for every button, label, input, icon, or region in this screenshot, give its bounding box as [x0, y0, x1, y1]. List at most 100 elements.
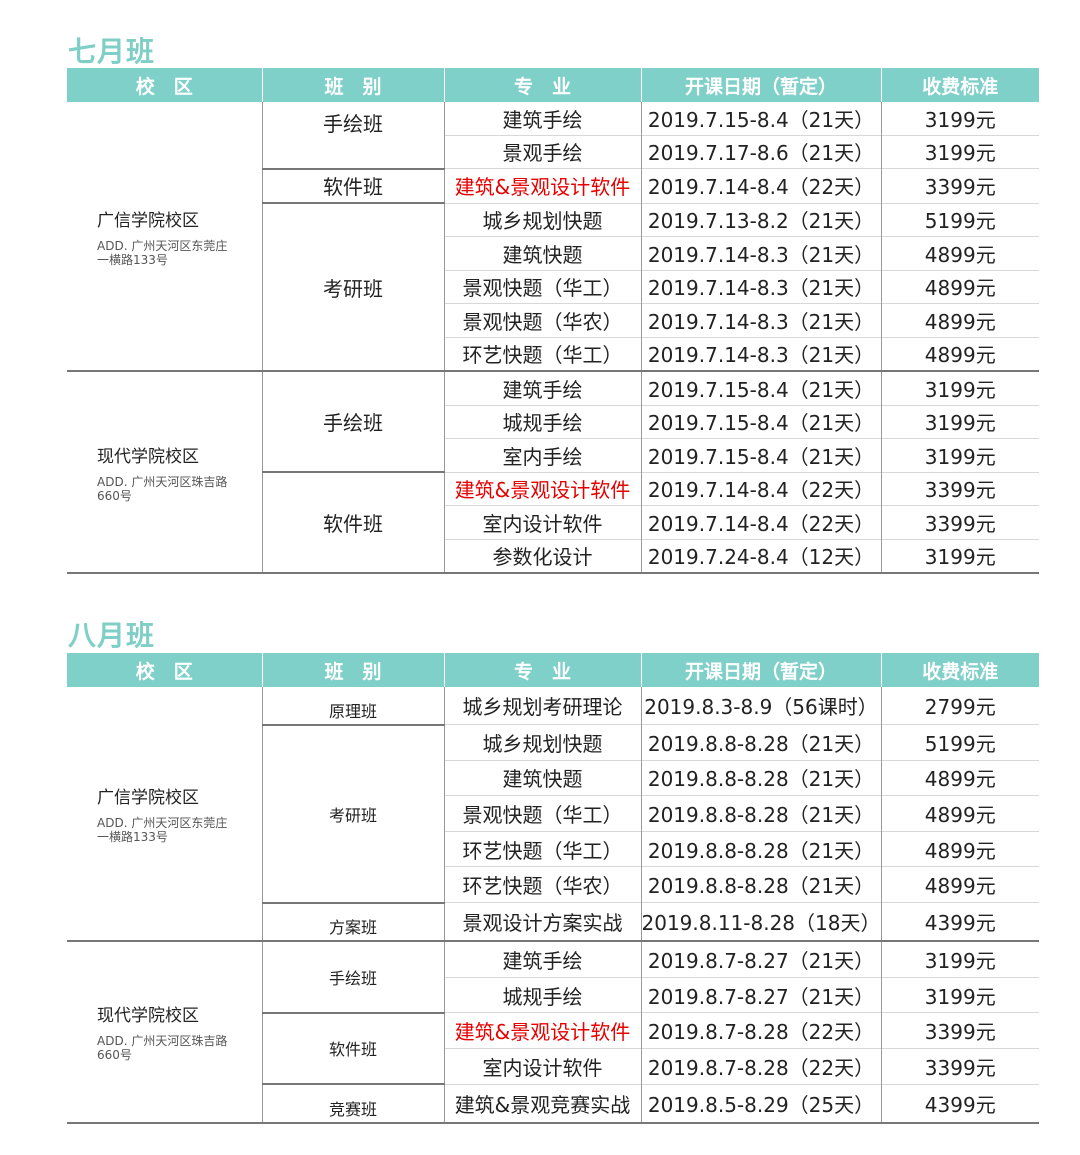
class-type-cell: 竞赛班: [261, 1083, 444, 1124]
fee-cell: 5199元: [880, 202, 1039, 237]
major-cell: 环艺快题（华工）: [443, 830, 641, 867]
campus-name: 现代学院校区: [97, 1006, 199, 1027]
class-type-cell: 软件班: [261, 1012, 444, 1086]
date-cell: 2019.8.7-8.28（22天）: [640, 1047, 881, 1085]
major-cell: 城规手绘: [443, 404, 641, 439]
column-header: 收费标准: [880, 653, 1039, 687]
fee-cell: 2799元: [880, 687, 1039, 725]
campus-address: ADD. 广州天河区东莞庄一横路133号: [97, 816, 228, 845]
major-cell: 城乡规划考研理论: [443, 687, 641, 725]
class-type-cell: 方案班: [261, 902, 444, 943]
campus-address: ADD. 广州天河区珠吉路660号: [97, 1034, 228, 1063]
table-row: 景观快题（华工） 2019.8.8-8.28（21天） 4899元: [67, 795, 1039, 832]
column-header: 专 业: [443, 68, 641, 102]
campus-address: ADD. 广州天河区东莞庄一横路133号: [97, 238, 228, 267]
date-cell: 2019.8.8-8.28（21天）: [640, 866, 881, 903]
table-row: 室内设计软件 2019.7.14-8.4（22天） 3399元: [67, 505, 1039, 539]
table-row: 城规手绘 2019.8.7-8.27（21天） 3199元: [67, 976, 1039, 1013]
header-row: 校 区班 别专 业开课日期（暂定） 收费标准: [67, 653, 1039, 687]
table-row: 景观快题（华农） 2019.7.14-8.3（21天） 4899元: [67, 303, 1039, 337]
fee-cell: 3399元: [880, 168, 1039, 203]
class-type-cell: 原理班: [261, 687, 444, 726]
class-type-cell: 软件班: [261, 168, 444, 204]
date-cell: 2019.8.8-8.28（21天）: [640, 795, 881, 832]
fee-cell: 3199元: [880, 976, 1039, 1013]
campus-cell: 现代学院校区 ADD. 广州天河区珠吉路660号: [67, 371, 262, 574]
table-row: 景观手绘 2019.7.17-8.6（21天） 3199元: [67, 134, 1039, 169]
table-row: 环艺快题（华工） 2019.7.14-8.3（21天） 4899元: [67, 336, 1039, 372]
fee-cell: 3199元: [880, 941, 1039, 978]
date-cell: 2019.8.7-8.27（21天）: [640, 941, 881, 978]
class-type-cell: 考研班: [261, 724, 444, 904]
column-header: 专 业: [443, 653, 641, 687]
august-schedule-table: 校 区班 别专 业开课日期（暂定） 收费标准 广信学院校区 ADD. 广州天河区东莞庄…: [67, 653, 1039, 1124]
date-cell: 2019.7.14-8.3（21天）: [640, 336, 881, 372]
fee-cell: 3399元: [880, 1047, 1039, 1085]
date-cell: 2019.8.7-8.27（21天）: [640, 976, 881, 1013]
table-row: 软件班 建筑&景观设计软件 2019.7.14-8.4（22天） 3399元: [67, 471, 1039, 574]
date-cell: 2019.8.8-8.28（21天）: [640, 724, 881, 761]
major-cell: 环艺快题（华工）: [443, 336, 641, 372]
major-cell: 建筑快题: [443, 759, 641, 796]
fee-cell: 4899元: [880, 336, 1039, 372]
major-cell: 景观设计方案实战: [443, 902, 641, 943]
table-row: 软件班 建筑&景观设计软件 2019.7.14-8.4（22天） 3399元: [67, 168, 1039, 204]
column-header: 班 别: [261, 653, 444, 687]
fee-cell: 3199元: [880, 134, 1039, 169]
major-cell: 建筑手绘: [443, 102, 641, 135]
major-cell: 建筑手绘: [443, 941, 641, 978]
major-cell: 景观快题（华农）: [443, 303, 641, 337]
date-cell: 2019.7.15-8.4（21天）: [640, 404, 881, 439]
campus-name: 广信学院校区: [97, 210, 199, 231]
section-title-july: 七月班: [68, 35, 156, 68]
date-cell: 2019.7.14-8.4（22天）: [640, 471, 881, 506]
fee-cell: 4399元: [880, 1083, 1039, 1124]
column-header: 校 区: [67, 68, 262, 102]
major-cell: 建筑手绘: [443, 371, 641, 405]
date-cell: 2019.8.8-8.28（21天）: [640, 759, 881, 796]
table-row: 环艺快题（华农） 2019.8.8-8.28（21天） 4899元: [67, 866, 1039, 903]
major-cell: 建筑&景观设计软件: [443, 1012, 641, 1049]
class-type-cell: 软件班: [261, 471, 444, 574]
header-row: 校 区班 别专 业开课日期（暂定） 收费标准: [67, 68, 1039, 102]
date-cell: 2019.7.14-8.3（21天）: [640, 236, 881, 270]
date-cell: 2019.7.15-8.4（21天）: [640, 438, 881, 472]
table-row: 广信学院校区 ADD. 广州天河区东莞庄一横路133号 手绘班 建筑手绘 2019.7.…: [67, 102, 1039, 372]
date-cell: 2019.7.14-8.4（22天）: [640, 505, 881, 539]
date-cell: 2019.7.14-8.3（21天）: [640, 269, 881, 304]
date-cell: 2019.7.24-8.4（12天）: [640, 538, 881, 574]
major-cell: 城规手绘: [443, 976, 641, 1013]
major-cell: 城乡规划快题: [443, 724, 641, 761]
section-title-august: 八月班: [68, 619, 156, 652]
campus-address: ADD. 广州天河区珠吉路660号: [97, 474, 228, 503]
fee-cell: 3199元: [880, 404, 1039, 439]
major-cell: 城乡规划快题: [443, 202, 641, 237]
fee-cell: 4899元: [880, 269, 1039, 304]
class-type-cell: 手绘班: [261, 102, 444, 170]
date-cell: 2019.8.3-8.9（56课时）: [640, 687, 881, 725]
class-type-cell: 考研班: [261, 202, 444, 372]
major-cell: 室内设计软件: [443, 1047, 641, 1085]
major-cell: 参数化设计: [443, 538, 641, 574]
campus-group: 广信学院校区 ADD. 广州天河区东莞庄一横路133号 原理班 城乡规划考研理论 201…: [67, 687, 1039, 943]
fee-cell: 3199元: [880, 371, 1039, 405]
date-cell: 2019.8.8-8.28（21天）: [640, 830, 881, 867]
table-row: 室内设计软件 2019.8.7-8.28（22天） 3399元: [67, 1047, 1039, 1085]
campus-name: 现代学院校区: [97, 446, 199, 467]
table-row: 竞赛班 建筑&景观竞赛实战 2019.8.5-8.29（25天） 4399元: [67, 1083, 1039, 1124]
table-row: 环艺快题（华工） 2019.8.8-8.28（21天） 4899元: [67, 830, 1039, 867]
campus-cell: 现代学院校区 ADD. 广州天河区珠吉路660号: [67, 941, 262, 1124]
date-cell: 2019.7.17-8.6（21天）: [640, 134, 881, 169]
table-row: 建筑快题 2019.8.8-8.28（21天） 4899元: [67, 759, 1039, 796]
column-header: 收费标准: [880, 68, 1039, 102]
column-header: 班 别: [261, 68, 444, 102]
fee-cell: 4399元: [880, 902, 1039, 943]
table-row: 广信学院校区 ADD. 广州天河区东莞庄一横路133号 原理班 城乡规划考研理论 201…: [67, 687, 1039, 943]
table-row: 建筑快题 2019.7.14-8.3（21天） 4899元: [67, 236, 1039, 270]
date-cell: 2019.8.11-8.28（18天）: [640, 902, 881, 943]
table-row: 现代学院校区 ADD. 广州天河区珠吉路660号 手绘班 建筑手绘 2019.7.15-…: [67, 371, 1039, 574]
major-cell: 建筑&景观竞赛实战: [443, 1083, 641, 1124]
class-type-cell: 手绘班: [261, 941, 444, 1014]
july-schedule-table: 校 区班 别专 业开课日期（暂定） 收费标准广信学院校区 ADD. 广州天河区东莞庄…: [67, 68, 1039, 574]
date-cell: 2019.7.14-8.4（22天）: [640, 168, 881, 203]
